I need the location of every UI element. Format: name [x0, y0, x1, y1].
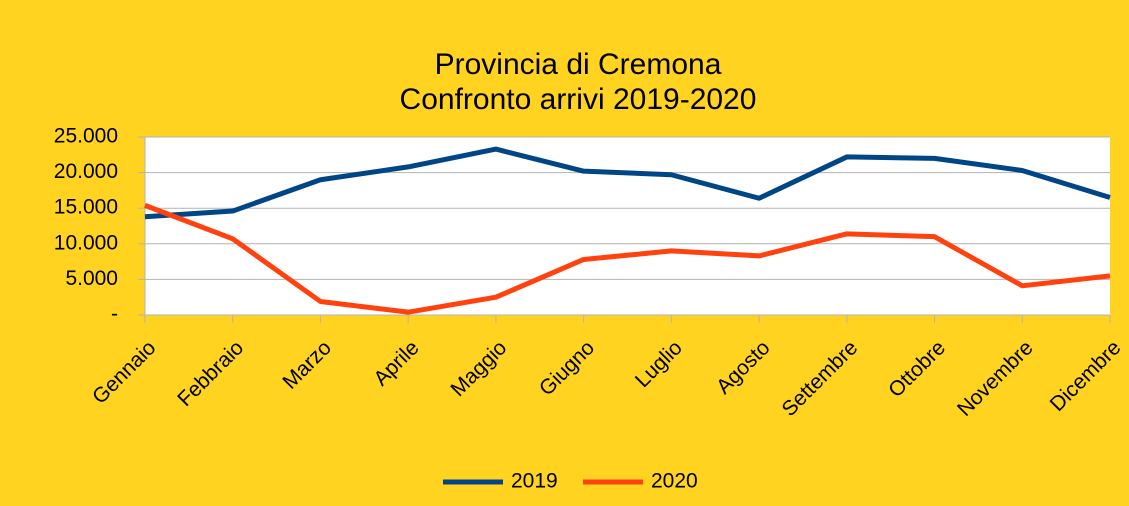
series-line: [144, 146, 1111, 220]
chart-subtitle: Confronto arrivi 2019-2020: [400, 83, 757, 116]
plot-area: [145, 137, 1110, 315]
legend-label: 2020: [651, 470, 698, 493]
y-tick-label: 10.000: [54, 231, 118, 254]
legend-label: 2019: [511, 470, 558, 493]
y-tick-label: 20.000: [54, 160, 118, 183]
y-tick-label: -: [111, 303, 118, 326]
series-line: [144, 203, 1111, 315]
y-tick-label: 5.000: [65, 267, 118, 290]
chart-title: Provincia di Cremona: [435, 48, 722, 81]
y-tick-label: 25.000: [54, 125, 118, 148]
y-tick-label: 15.000: [54, 196, 118, 219]
